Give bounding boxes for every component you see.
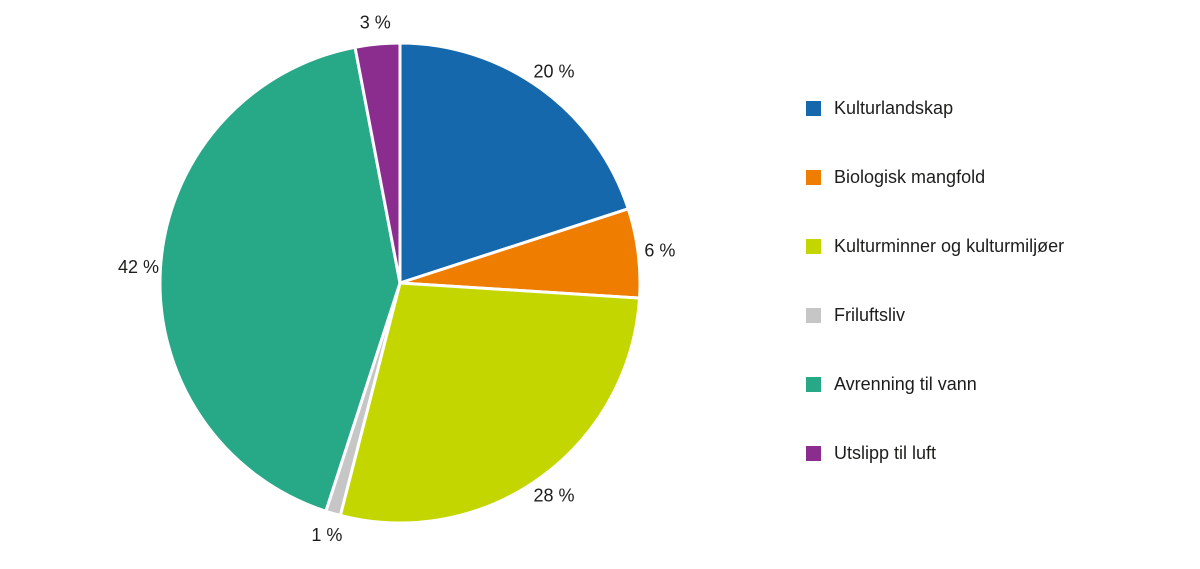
legend-label-utslipp-til-luft: Utslipp til luft: [834, 443, 937, 463]
legend-item-friluftsliv: Friluftsliv: [806, 303, 1064, 327]
pie-value-label-1: 6 %: [644, 241, 675, 261]
legend-label-kulturlandskap: Kulturlandskap: [834, 98, 954, 118]
pie-value-label-3: 1 %: [311, 525, 342, 545]
legend-label-avrenning-til-vann: Avrenning til vann: [834, 374, 977, 394]
pie-value-label-2: 28 %: [533, 485, 574, 505]
legend-label-kulturminner: Kulturminner og kulturmiljøer: [834, 236, 1065, 256]
pie-slice-0: [398, 41, 630, 285]
legend-item-kulturminner: Kulturminner og kulturmiljøer: [806, 234, 1064, 258]
legend-label-biologisk-mangfold: Biologisk mangfold: [834, 167, 986, 187]
pie-slice-4: [158, 45, 402, 513]
pie-slice-2: [338, 281, 642, 525]
legend-swatch-biologisk-mangfold: [806, 169, 821, 185]
pie-value-label-5: 3 %: [360, 13, 391, 33]
legend-item-biologisk-mangfold: Biologisk mangfold: [806, 165, 1064, 189]
legend-swatch-avrenning-til-vann: [806, 376, 821, 392]
legend-item-kulturlandskap: Kulturlandskap: [806, 96, 1064, 120]
legend-swatch-kulturminner: [806, 238, 821, 254]
pie-value-label-4: 42 %: [118, 257, 159, 277]
legend-item-utslipp-til-luft: Utslipp til luft: [806, 441, 1064, 465]
legend-swatch-friluftsliv: [806, 307, 821, 323]
legend-swatch-kulturlandskap: [806, 100, 821, 116]
legend-swatch-utslipp-til-luft: [806, 445, 821, 461]
legend: Kulturlandskap Biologisk mangfold Kultur…: [806, 96, 1064, 510]
legend-label-friluftsliv: Friluftsliv: [834, 305, 905, 325]
pie-slice-5: [353, 41, 402, 285]
pie-value-label-0: 20 %: [533, 61, 574, 81]
legend-item-avrenning-til-vann: Avrenning til vann: [806, 372, 1064, 396]
